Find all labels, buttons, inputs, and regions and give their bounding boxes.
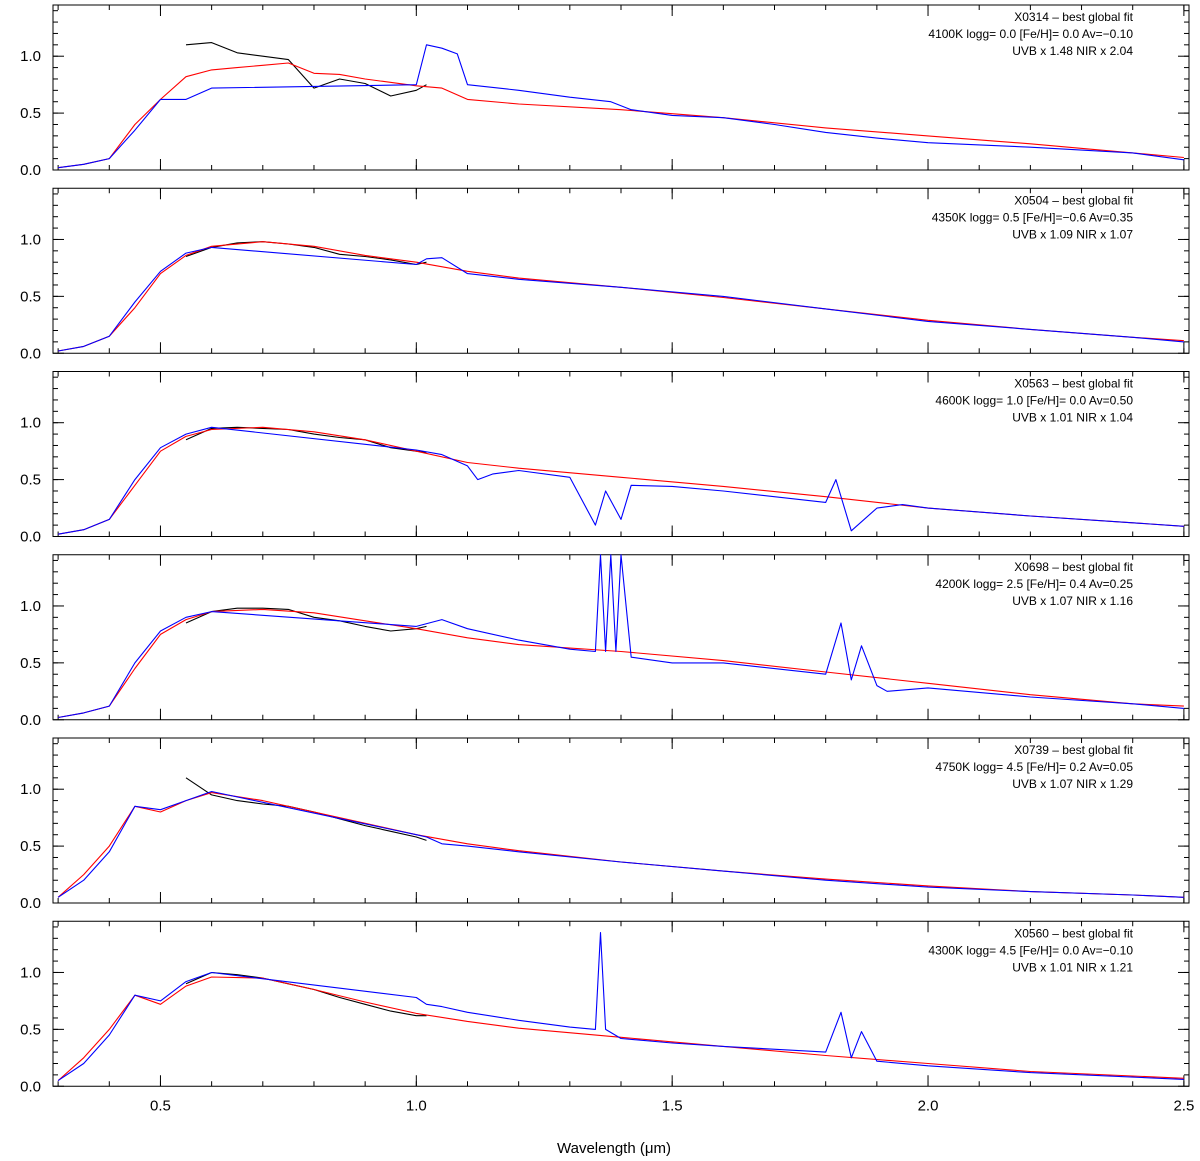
series-nir-line — [58, 554, 1184, 719]
y-tick-label: 0.0 — [20, 345, 41, 362]
series-model-line — [58, 608, 1184, 719]
y-tick-label: 1.0 — [20, 231, 41, 248]
x-axis-title: Wavelength (μm) — [557, 1140, 671, 1157]
series-uvb-vis-line — [185, 42, 427, 97]
panel-scale: UVB x 1.09 NIR x 1.07 — [1012, 227, 1133, 241]
series-model-line — [57, 976, 1184, 1082]
spectrum-panel: 0.0 0.5 1.0 X0314 – best global fit 4100K lo… — [20, 4, 1190, 179]
y-tick-label: 0.5 — [20, 472, 41, 489]
series-uvb-vis-line — [185, 607, 427, 632]
x-tick-label: 2.0 — [918, 1097, 939, 1114]
series-nir-line — [58, 44, 1184, 169]
y-tick-label: 0.0 — [20, 1078, 41, 1095]
x-tick-label: 0.5 — [150, 1097, 171, 1114]
panel-title: X0314 – best global fit — [1014, 10, 1133, 24]
panel-title: X0560 – best global fit — [1014, 926, 1133, 940]
panel-title: X0563 – best global fit — [1014, 377, 1133, 391]
y-tick-label: 0.5 — [20, 105, 41, 122]
panel-params: 4350K logg= 0.5 [Fe/H]=−0.6 Av=0.35 — [932, 210, 1134, 224]
spectrum-panel: 0.0 0.5 1.0 X0739 – best global fit 4750K lo… — [20, 737, 1190, 912]
spectrum-panel: 0.0 0.5 1.0 X0504 – best global fit 4350K lo… — [20, 187, 1190, 362]
x-tick-label: 1.5 — [662, 1097, 683, 1114]
y-tick-label: 1.0 — [20, 415, 41, 432]
panel-title: X0504 – best global fit — [1014, 193, 1133, 207]
panel-scale: UVB x 1.48 NIR x 2.04 — [1012, 44, 1133, 58]
panel-scale: UVB x 1.01 NIR x 1.21 — [1012, 960, 1133, 974]
panel-params: 4200K logg= 2.5 [Fe/H]= 0.4 Av=0.25 — [935, 577, 1133, 591]
panels-layer: 0.0 0.5 1.0 X0314 – best global fit 4100K lo… — [20, 4, 1194, 1114]
series-model-line — [57, 792, 1184, 898]
y-tick-label: 0.5 — [20, 288, 41, 305]
spectrum-panel: 0.0 0.5 1.0 X0560 – best global fit 4300K lo… — [20, 920, 1190, 1095]
y-tick-label: 1.0 — [20, 781, 41, 798]
spectrum-panel: 0.0 0.5 1.0 X0698 – best global fit 4200K lo… — [20, 554, 1190, 729]
y-tick-label: 1.0 — [20, 964, 41, 981]
panel-title: X0739 – best global fit — [1014, 743, 1133, 757]
series-model-line — [58, 241, 1184, 352]
series-nir-line — [57, 932, 1184, 1082]
series-nir-line — [57, 790, 1184, 898]
spectrum-panel: 0.0 0.5 1.0 X0563 – best global fit 4600K lo… — [20, 371, 1190, 546]
y-tick-label: 0.5 — [20, 1021, 41, 1038]
panel-params: 4300K logg= 4.5 [Fe/H]= 0.0 Av=−0.10 — [928, 943, 1133, 957]
series-uvb-vis-line — [185, 777, 427, 841]
y-tick-label: 0.0 — [20, 162, 41, 179]
panel-params: 4750K logg= 4.5 [Fe/H]= 0.2 Av=0.05 — [935, 760, 1133, 774]
x-tick-label: 2.5 — [1173, 1097, 1194, 1114]
panel-scale: UVB x 1.07 NIR x 1.16 — [1012, 594, 1133, 608]
series-nir-line — [58, 246, 1184, 352]
x-tick-label: 1.0 — [406, 1097, 427, 1114]
panel-params: 4100K logg= 0.0 [Fe/H]= 0.0 Av=−0.10 — [928, 27, 1133, 41]
y-tick-label: 0.0 — [20, 712, 41, 729]
y-tick-label: 1.0 — [20, 48, 41, 65]
panel-scale: UVB x 1.07 NIR x 1.29 — [1012, 777, 1133, 791]
y-tick-label: 0.0 — [20, 895, 41, 912]
y-tick-label: 0.0 — [20, 529, 41, 546]
y-tick-label: 1.0 — [20, 598, 41, 615]
panel-scale: UVB x 1.01 NIR x 1.04 — [1012, 411, 1133, 425]
series-nir-line — [58, 426, 1184, 535]
y-tick-label: 0.5 — [20, 655, 41, 672]
panel-params: 4600K logg= 1.0 [Fe/H]= 0.0 Av=0.50 — [935, 394, 1133, 408]
series-model-line — [58, 62, 1184, 169]
y-tick-label: 0.5 — [20, 838, 41, 855]
panel-title: X0698 – best global fit — [1014, 560, 1133, 574]
series-uvb-vis-line — [185, 426, 427, 453]
